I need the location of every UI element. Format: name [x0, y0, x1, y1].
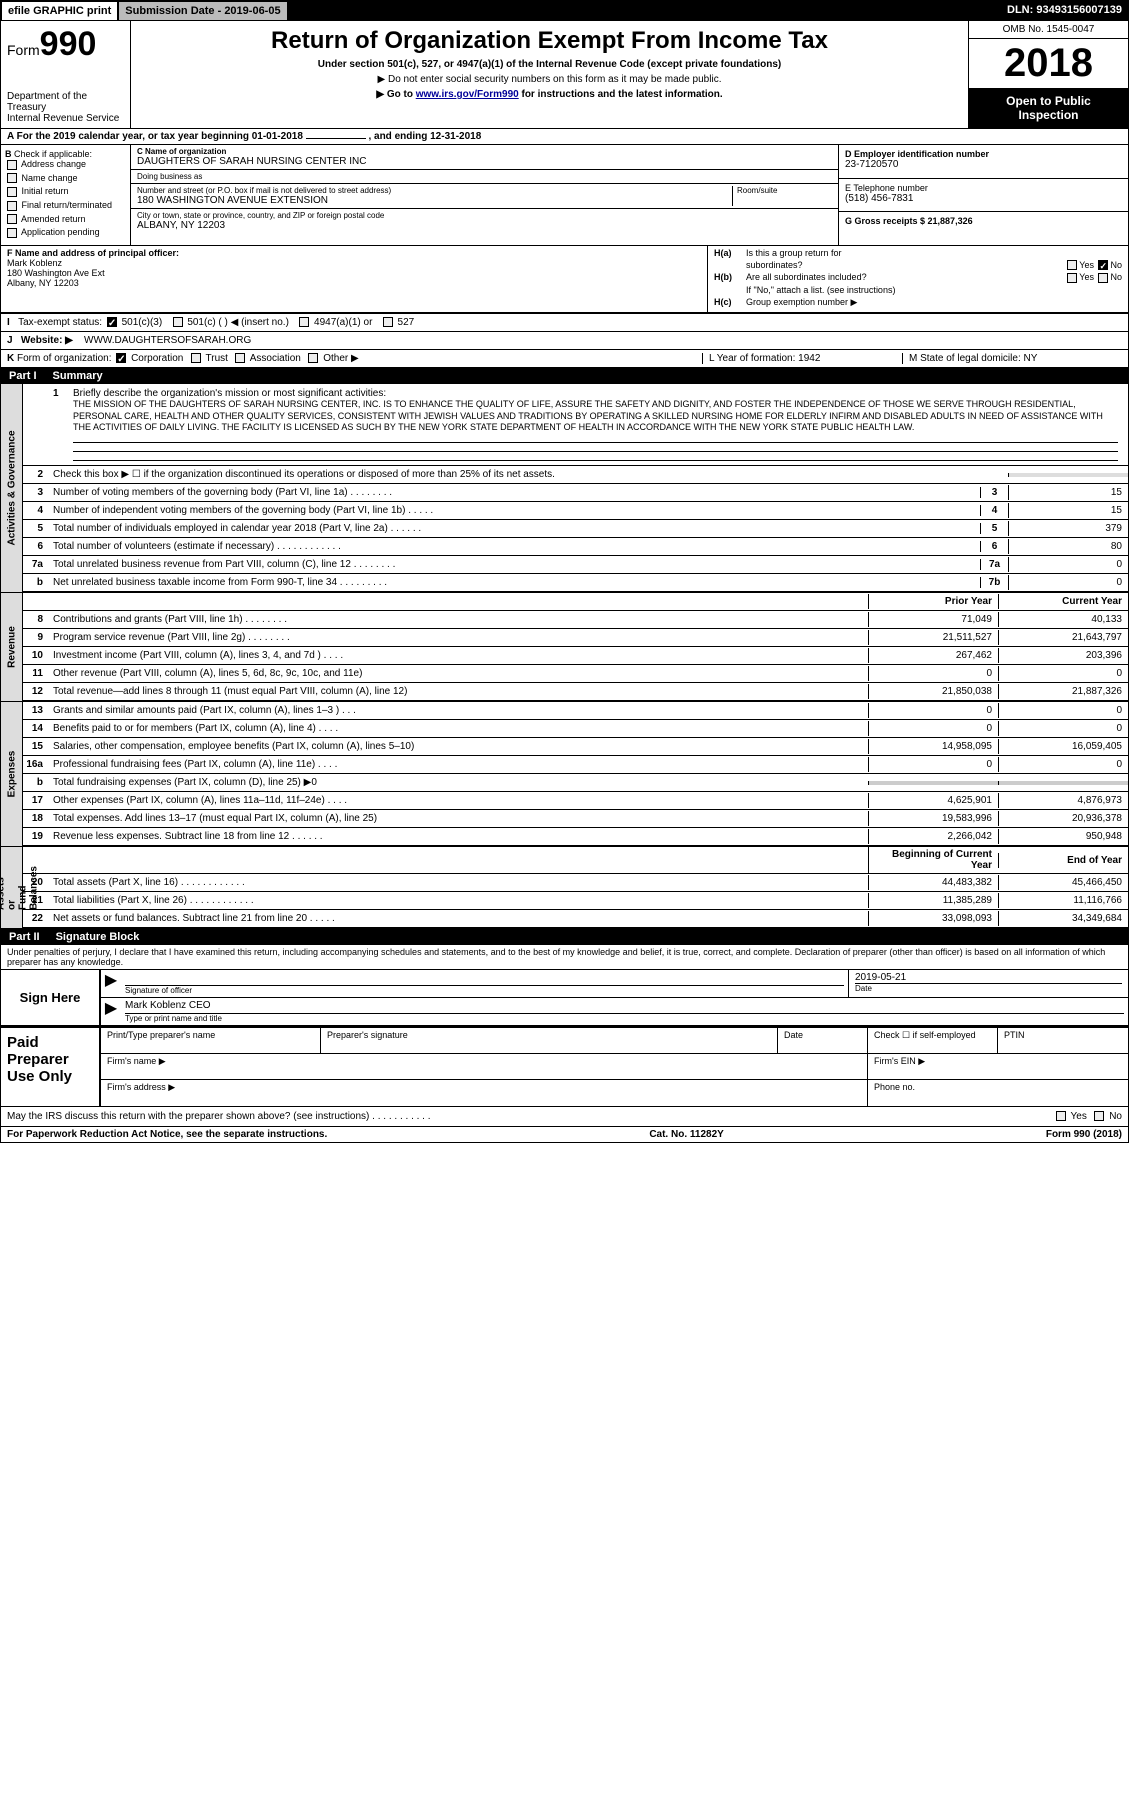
header: Form990 Department of the Treasury Inter… — [1, 21, 1128, 129]
block-FH: F Name and address of principal officer:… — [1, 246, 1128, 313]
fin-line: 10Investment income (Part VIII, column (… — [23, 647, 1128, 665]
gov-line: 4Number of independent voting members of… — [23, 502, 1128, 520]
omb: OMB No. 1545-0047 — [969, 21, 1128, 39]
fin-line: 12Total revenue—add lines 8 through 11 (… — [23, 683, 1128, 701]
chk-trust[interactable] — [191, 353, 201, 363]
line-K: K Form of organization: ✓ Corporation Tr… — [1, 350, 1128, 368]
subtitle: Under section 501(c), 527, or 4947(a)(1)… — [141, 59, 958, 70]
street-address: 180 WASHINGTON AVENUE EXTENSION — [137, 195, 732, 206]
org-name: DAUGHTERS OF SARAH NURSING CENTER INC — [137, 156, 832, 167]
chk-final[interactable]: Final return/terminated — [5, 200, 126, 211]
goto-line: ▶ Go to www.irs.gov/Form990 for instruct… — [141, 89, 958, 100]
fin-line: 8Contributions and grants (Part VIII, li… — [23, 611, 1128, 629]
fin-line: 11Other revenue (Part VIII, column (A), … — [23, 665, 1128, 683]
fin-line: 17Other expenses (Part IX, column (A), l… — [23, 792, 1128, 810]
discuss-row: May the IRS discuss this return with the… — [1, 1107, 1128, 1126]
line-J: J Website: ▶ WWW.DAUGHTERSOFSARAH.ORG — [1, 332, 1128, 350]
dln: DLN: 93493156007139 — [1001, 1, 1128, 21]
chk-other[interactable] — [308, 353, 318, 363]
line-A: A For the 2019 calendar year, or tax yea… — [1, 129, 1128, 145]
fin-line: 21Total liabilities (Part X, line 26) . … — [23, 892, 1128, 910]
city-state-zip: ALBANY, NY 12203 — [137, 220, 832, 231]
chk-4947[interactable] — [299, 317, 309, 327]
officer-signature: Mark Koblenz CEO — [125, 1000, 1124, 1014]
officer-name: Mark Koblenz — [7, 258, 701, 268]
chk-address[interactable]: Address change — [5, 159, 126, 170]
chk-527[interactable] — [383, 317, 393, 327]
section-expenses: Expenses 13Grants and similar amounts pa… — [1, 702, 1128, 847]
topbar: efile GRAPHIC print Submission Date - 20… — [1, 1, 1128, 21]
irs-link[interactable]: www.irs.gov/Form990 — [416, 89, 519, 100]
form-title: Return of Organization Exempt From Incom… — [141, 27, 958, 55]
fin-line: 16aProfessional fundraising fees (Part I… — [23, 756, 1128, 774]
chk-discuss-no[interactable] — [1094, 1111, 1104, 1121]
signature-block: Under penalties of perjury, I declare th… — [1, 945, 1128, 1027]
phone: (518) 456-7831 — [845, 193, 1122, 204]
chk-amended[interactable]: Amended return — [5, 214, 126, 225]
section-governance: Activities & Governance 1 Briefly descri… — [1, 384, 1128, 593]
fin-line: 22Net assets or fund balances. Subtract … — [23, 910, 1128, 928]
paid-preparer: Paid Preparer Use Only Print/Type prepar… — [1, 1027, 1128, 1107]
gov-line: 7aTotal unrelated business revenue from … — [23, 556, 1128, 574]
part1-header: Part ISummary — [1, 368, 1128, 384]
gov-line: bNet unrelated business taxable income f… — [23, 574, 1128, 592]
fin-line: 9Program service revenue (Part VIII, lin… — [23, 629, 1128, 647]
form-number: Form990 — [7, 25, 124, 64]
gov-line: 2Check this box ▶ ☐ if the organization … — [23, 466, 1128, 484]
submission-date: Submission Date - 2019-06-05 — [118, 1, 287, 21]
line-I: I Tax-exempt status: ✓ 501(c)(3) 501(c) … — [1, 313, 1128, 332]
mission-text: THE MISSION OF THE DAUGHTERS OF SARAH NU… — [73, 399, 1118, 434]
chk-pending[interactable]: Application pending — [5, 227, 126, 238]
section-revenue: Revenue Prior Year Current Year 8Contrib… — [1, 593, 1128, 702]
efile-tag: efile GRAPHIC print — [1, 1, 118, 21]
website: WWW.DAUGHTERSOFSARAH.ORG — [84, 335, 251, 346]
chk-assoc[interactable] — [235, 353, 245, 363]
chk-501c3[interactable]: ✓ — [107, 317, 117, 327]
chk-initial[interactable]: Initial return — [5, 186, 126, 197]
open-public: Open to Public Inspection — [969, 88, 1128, 128]
footer: For Paperwork Reduction Act Notice, see … — [1, 1126, 1128, 1142]
ssn-note: ▶ Do not enter social security numbers o… — [141, 74, 958, 85]
dept: Department of the Treasury Internal Reve… — [7, 91, 124, 124]
chk-discuss-yes[interactable] — [1056, 1111, 1066, 1121]
form-990-page: efile GRAPHIC print Submission Date - 20… — [0, 0, 1129, 1143]
chk-corp[interactable]: ✓ — [116, 353, 126, 363]
ein: 23-7120570 — [845, 159, 1122, 170]
tax-year: 2018 — [969, 39, 1128, 88]
fin-line: 15Salaries, other compensation, employee… — [23, 738, 1128, 756]
year-formed: 1942 — [798, 353, 820, 364]
block-B: B Check if applicable: Address change Na… — [1, 145, 1128, 246]
fin-line: 14Benefits paid to or for members (Part … — [23, 720, 1128, 738]
gross-receipts: G Gross receipts $ 21,887,326 — [845, 216, 1122, 226]
section-net-assets: Net Assets or Fund Balances Beginning of… — [1, 847, 1128, 929]
gov-line: 6Total number of volunteers (estimate if… — [23, 538, 1128, 556]
chk-501c[interactable] — [173, 317, 183, 327]
part2-header: Part IISignature Block — [1, 929, 1128, 945]
fin-line: bTotal fundraising expenses (Part IX, co… — [23, 774, 1128, 792]
fin-line: 18Total expenses. Add lines 13–17 (must … — [23, 810, 1128, 828]
fin-line: 20Total assets (Part X, line 16) . . . .… — [23, 874, 1128, 892]
gov-line: 5Total number of individuals employed in… — [23, 520, 1128, 538]
fin-line: 19Revenue less expenses. Subtract line 1… — [23, 828, 1128, 846]
gov-line: 3Number of voting members of the governi… — [23, 484, 1128, 502]
domicile-state: NY — [1024, 353, 1038, 364]
chk-name[interactable]: Name change — [5, 173, 126, 184]
fin-line: 13Grants and similar amounts paid (Part … — [23, 702, 1128, 720]
